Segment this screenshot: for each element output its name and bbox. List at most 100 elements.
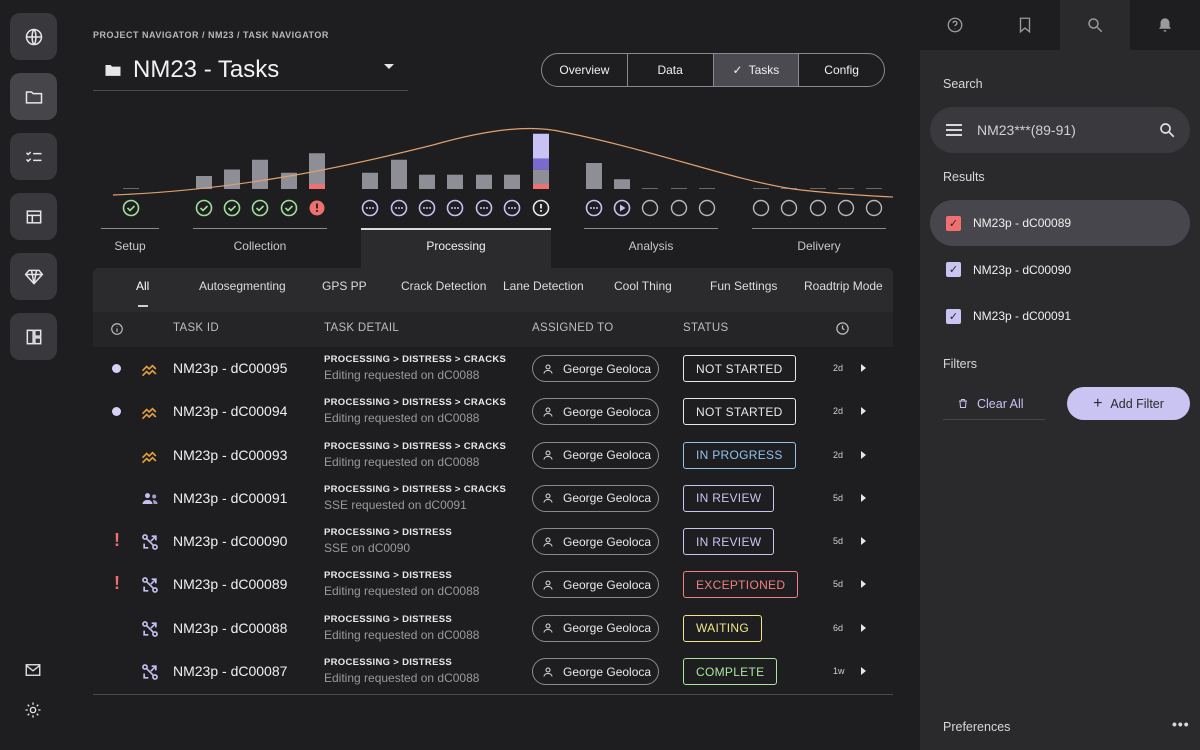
assignee-chip[interactable]: George Geoloca	[532, 614, 659, 642]
phase-delivery[interactable]: Delivery	[797, 239, 841, 253]
chart-bar[interactable]	[504, 174, 520, 189]
task-id[interactable]: NM23p - dC00088	[173, 619, 288, 636]
tab-gps-pp[interactable]: GPS PP	[322, 279, 367, 293]
phase-processing[interactable]: Processing	[426, 239, 486, 253]
tab-autosegmenting[interactable]: Autosegmenting	[199, 279, 286, 293]
mail-button[interactable]	[22, 659, 44, 681]
pending-status-icon[interactable]	[475, 199, 493, 217]
task-id[interactable]: NM23p - dC00089	[173, 576, 288, 593]
pending-status-icon[interactable]	[446, 199, 464, 217]
chart-bar[interactable]	[196, 176, 212, 189]
clear-all-button[interactable]: Clear All	[943, 388, 1045, 420]
header-task-detail[interactable]: TASK DETAIL	[324, 322, 400, 334]
project-selector[interactable]: NM23 - Tasks	[93, 50, 408, 91]
checklist-nav-button[interactable]	[10, 133, 57, 180]
assignee-chip[interactable]: George Geoloca	[532, 658, 659, 686]
search-input[interactable]: NM23***(89-91)	[930, 107, 1190, 153]
tab-lane-detection[interactable]: Lane Detection	[503, 279, 584, 293]
tab-fun-settings[interactable]: Fun Settings	[710, 279, 778, 293]
tab-cool-thing[interactable]: Cool Thing	[614, 279, 672, 293]
status-badge[interactable]: COMPLETE	[683, 658, 778, 686]
chart-bar[interactable]	[391, 159, 407, 189]
warning-status-icon[interactable]	[532, 199, 550, 217]
breadcrumb[interactable]: PROJECT NAVIGATOR / NM23 / TASK NAVIGATO…	[93, 30, 329, 40]
header-task-id[interactable]: TASK ID	[173, 322, 219, 334]
result-item[interactable]: ✓ NM23p - dC00089	[930, 200, 1190, 246]
status-badge[interactable]: EXCEPTIONED	[683, 571, 799, 599]
pending-status-icon[interactable]	[503, 199, 521, 217]
status-badge[interactable]: IN REVIEW	[683, 528, 775, 556]
expand-arrow-icon[interactable]	[861, 407, 866, 416]
assignee-chip[interactable]: George Geoloca	[532, 571, 659, 599]
phase-collection[interactable]: Collection	[233, 239, 287, 253]
chart-bar[interactable]	[533, 133, 549, 159]
view-tasks-button[interactable]: ✓ Tasks	[713, 54, 800, 86]
chart-bar[interactable]	[586, 163, 602, 189]
search-panel-button[interactable]	[1060, 0, 1130, 50]
task-id[interactable]: NM23p - dC00093	[173, 446, 288, 463]
status-badge[interactable]: IN PROGRESS	[683, 441, 796, 469]
assignee-chip[interactable]: George Geoloca	[532, 398, 659, 426]
bookmark-button[interactable]	[990, 0, 1060, 50]
assignee-chip[interactable]: George Geoloca	[532, 441, 659, 469]
empty-status-icon[interactable]	[809, 199, 827, 217]
tab-roadtrip-mode[interactable]: Roadtrip Mode	[804, 279, 883, 293]
empty-status-icon[interactable]	[865, 199, 883, 217]
search-value[interactable]: NM23***(89-91)	[977, 122, 1076, 138]
assignee-chip[interactable]: George Geoloca	[532, 355, 659, 382]
pending-status-icon[interactable]	[585, 199, 603, 217]
table-row[interactable]: ! NM23p - dC00090 PROCESSING > DISTRESS SSE…	[93, 520, 893, 563]
assignee-chip[interactable]: George Geoloca	[532, 528, 659, 556]
chart-bar[interactable]	[476, 174, 492, 189]
pending-status-icon[interactable]	[418, 199, 436, 217]
status-badge[interactable]: IN REVIEW	[683, 484, 775, 512]
checkbox[interactable]: ✓	[946, 215, 961, 231]
view-overview-button[interactable]: Overview	[542, 54, 628, 86]
done-status-icon[interactable]	[195, 199, 213, 217]
add-filter-button[interactable]: + Add Filter	[1067, 387, 1190, 420]
chart-bar[interactable]	[614, 179, 630, 189]
table-row[interactable]: NM23p - dC00094 PROCESSING > DISTRESS > C…	[93, 390, 893, 433]
done-status-icon[interactable]	[223, 199, 241, 217]
pending-status-icon[interactable]	[390, 199, 408, 217]
header-status[interactable]: STATUS	[683, 322, 729, 334]
phase-setup[interactable]: Setup	[114, 239, 146, 253]
empty-status-icon[interactable]	[780, 199, 798, 217]
diamond-nav-button[interactable]	[10, 253, 57, 300]
expand-arrow-icon[interactable]	[861, 364, 866, 372]
help-button[interactable]	[920, 0, 990, 50]
dashboard-nav-button[interactable]	[10, 313, 57, 360]
search-icon[interactable]	[1158, 121, 1176, 139]
tab-all[interactable]: All	[136, 279, 150, 293]
task-id[interactable]: NM23p - dC00090	[173, 533, 288, 550]
table-row[interactable]: NM23p - dC00091 PROCESSING > DISTRESS > C…	[93, 477, 893, 520]
folder-nav-button[interactable]	[10, 73, 57, 120]
task-id[interactable]: NM23p - dC00095	[173, 360, 288, 376]
empty-status-icon[interactable]	[837, 199, 855, 217]
globe-nav-button[interactable]	[10, 13, 57, 60]
checkbox[interactable]: ✓	[946, 262, 961, 277]
preferences-link[interactable]: Preferences	[943, 720, 1011, 734]
menu-icon[interactable]	[946, 124, 962, 136]
tab-crack-detection[interactable]: Crack Detection	[401, 279, 487, 293]
view-config-button[interactable]: Config	[799, 54, 884, 86]
table-row[interactable]: NM23p - dC00093 PROCESSING > DISTRESS > C…	[93, 434, 893, 477]
empty-status-icon[interactable]	[641, 199, 659, 217]
table-nav-button[interactable]	[10, 193, 57, 240]
status-badge[interactable]: WAITING	[683, 614, 762, 642]
expand-arrow-icon[interactable]	[861, 623, 866, 632]
task-id[interactable]: NM23p - dC00087	[173, 663, 288, 680]
chart-bar[interactable]	[362, 172, 378, 189]
header-assigned-to[interactable]: ASSIGNED TO	[532, 322, 614, 334]
chart-bar[interactable]	[419, 174, 435, 189]
expand-arrow-icon[interactable]	[861, 667, 866, 676]
table-row[interactable]: NM23p - dC00088 PROCESSING > DISTRESS Edit…	[93, 607, 893, 650]
more-icon[interactable]: •••	[1172, 716, 1190, 732]
phase-analysis[interactable]: Analysis	[628, 239, 674, 253]
table-row[interactable]: NM23p - dC00087 PROCESSING > DISTRESS Edit…	[93, 650, 893, 693]
table-row[interactable]: ! NM23p - dC00089 PROCESSING > DISTRESS Edi…	[93, 563, 893, 606]
expand-arrow-icon[interactable]	[861, 537, 866, 546]
notifications-button[interactable]	[1130, 0, 1200, 50]
table-row[interactable]: NM23p - dC00095 PROCESSING > DISTRESS > C…	[93, 347, 893, 390]
done-status-icon[interactable]	[280, 199, 298, 217]
